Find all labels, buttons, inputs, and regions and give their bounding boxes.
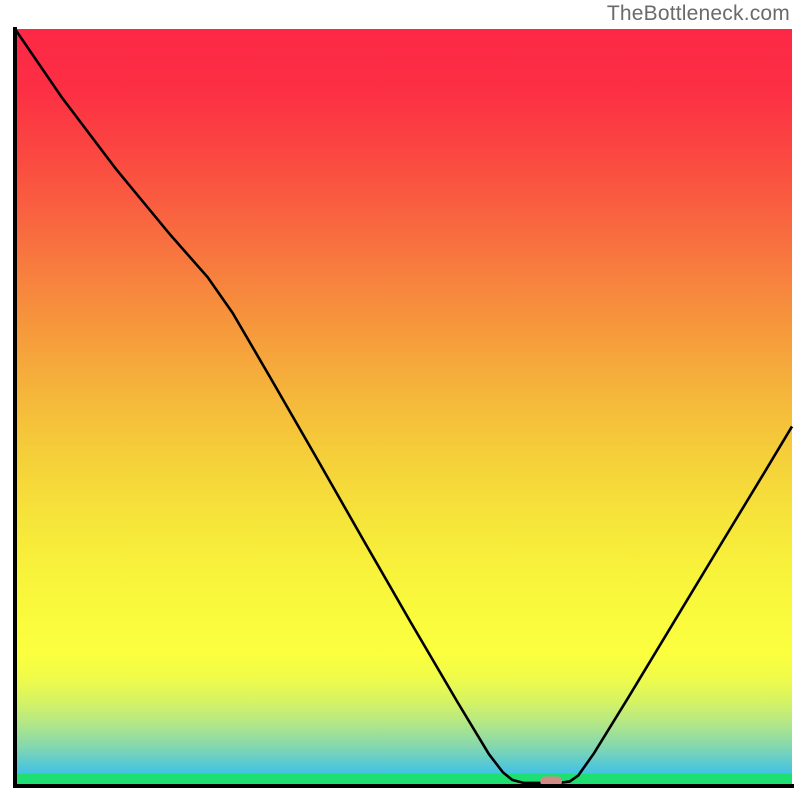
bottleneck-curve-chart bbox=[0, 0, 800, 800]
chart-container: TheBottleneck.com bbox=[0, 0, 800, 800]
gradient-background bbox=[15, 29, 792, 786]
